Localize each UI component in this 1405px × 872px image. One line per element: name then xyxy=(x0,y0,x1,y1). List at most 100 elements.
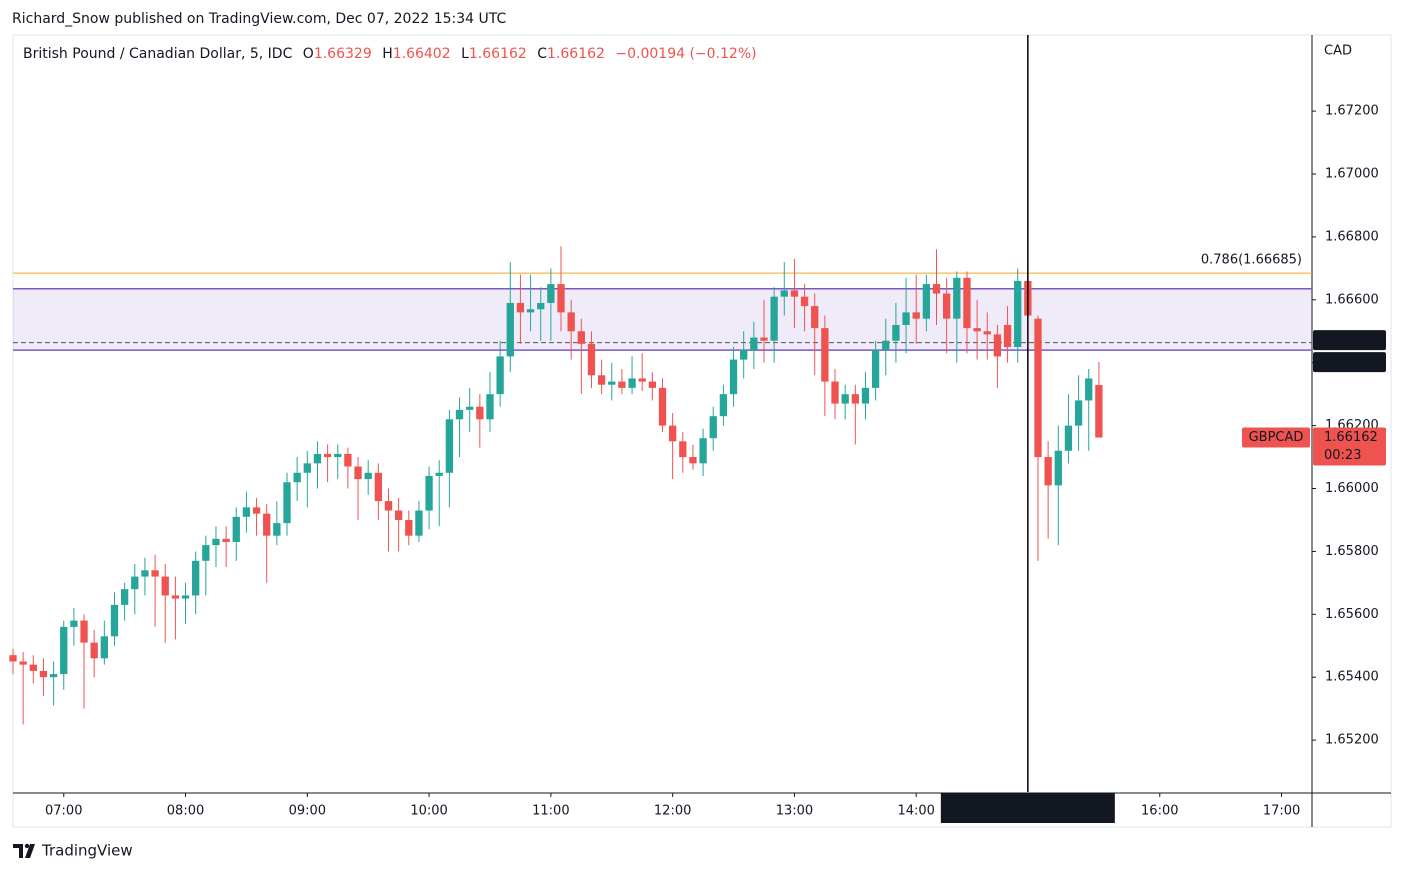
x-tick-label: 17:00 xyxy=(1263,804,1300,819)
candle-body xyxy=(29,664,37,671)
candle-body xyxy=(1074,400,1083,426)
candle-body xyxy=(902,312,910,325)
candle-body xyxy=(638,378,646,382)
candle-body xyxy=(374,472,382,502)
candle-body xyxy=(943,293,951,319)
candle-body xyxy=(811,306,819,329)
candle-body xyxy=(364,472,372,480)
candle-body xyxy=(963,277,971,329)
candle-body xyxy=(526,309,535,313)
candle-body xyxy=(405,519,413,536)
candle-body xyxy=(486,394,494,420)
frame xyxy=(12,34,1392,828)
candle-body xyxy=(141,570,149,577)
currency: CAD xyxy=(1324,44,1352,59)
candle-body xyxy=(800,296,809,307)
candle-body xyxy=(668,425,677,442)
candle-body xyxy=(729,359,738,395)
symbol: British Pound / Canadian Dollar, 5, IDC xyxy=(23,46,293,62)
candle-body xyxy=(1014,280,1022,347)
candle-body xyxy=(516,302,525,313)
candle-body xyxy=(455,409,464,420)
ohlc-value: 1.66162 xyxy=(469,46,527,62)
candle-body xyxy=(871,350,880,388)
logo-icon xyxy=(13,844,35,858)
price-badge-label: 1.66410 xyxy=(1324,355,1383,370)
candle-body xyxy=(770,296,778,341)
crosshair-date: Wed 07 Dec '22 xyxy=(953,804,1056,819)
candle-body xyxy=(973,328,981,332)
candle-body xyxy=(1003,324,1012,347)
candle-body xyxy=(202,545,210,561)
candle-body xyxy=(151,570,159,577)
change: −0.00194 (−0.12%) xyxy=(615,46,756,62)
footer-brand: TradingView xyxy=(41,842,133,860)
candle-body xyxy=(222,538,230,542)
candle-body xyxy=(496,356,504,395)
ohlc-value: 1.66162 xyxy=(547,46,605,62)
candle-body xyxy=(415,510,423,536)
x-tick-label: 14:00 xyxy=(897,804,934,819)
candle-body xyxy=(181,595,190,599)
price-badge-label: 1.66464 xyxy=(1324,333,1383,348)
y-tick-label: 1.65400 xyxy=(1325,670,1379,685)
candle-body xyxy=(1064,425,1073,451)
candle-body xyxy=(557,284,565,313)
candle-body xyxy=(334,453,342,458)
candle-body xyxy=(648,381,657,388)
fib-label: 0.786(1.66685) xyxy=(1201,253,1302,268)
y-tick-label: 1.66600 xyxy=(1325,292,1379,307)
candle-body xyxy=(49,674,58,678)
candle-body xyxy=(80,620,88,643)
y-tick-label: 1.65800 xyxy=(1325,544,1379,559)
x-tick-label: 12:00 xyxy=(654,804,691,819)
candles xyxy=(9,246,1103,725)
candle-body xyxy=(719,394,728,417)
candle-body xyxy=(953,277,961,319)
candle-body xyxy=(273,523,281,536)
candle-body xyxy=(1054,450,1062,486)
candle-body xyxy=(658,387,667,426)
candle-body xyxy=(750,337,758,351)
candle-body xyxy=(618,381,626,388)
candle-body xyxy=(161,576,169,596)
crosshair-time: 14:55 xyxy=(1066,804,1103,819)
candle-body xyxy=(932,284,941,294)
candle-body xyxy=(628,378,636,388)
x-tick-label: 08:00 xyxy=(167,804,204,819)
ohlc-key: O xyxy=(303,46,314,62)
candle-body xyxy=(384,501,393,511)
price-badge xyxy=(1313,330,1386,351)
candle-body xyxy=(303,463,311,473)
candle-body xyxy=(983,331,991,335)
ohlc-value: 1.66402 xyxy=(393,46,451,62)
y-tick-label: 1.67000 xyxy=(1325,167,1379,182)
candle-body xyxy=(232,516,240,542)
candle-body xyxy=(922,284,931,319)
zone-fill xyxy=(13,288,1312,351)
candle-body xyxy=(689,457,697,464)
candle-body xyxy=(313,453,322,464)
last-price-badge xyxy=(1313,427,1386,466)
candle-body xyxy=(445,419,454,473)
logo xyxy=(13,843,35,858)
candle-body xyxy=(60,626,68,675)
candle-body xyxy=(608,381,616,385)
candle-body xyxy=(506,302,514,357)
y-tick-label: 1.67200 xyxy=(1325,104,1379,119)
x-tick-label: 10:00 xyxy=(410,804,447,819)
candle-body xyxy=(476,406,484,420)
candle-body xyxy=(709,416,717,439)
candle-body xyxy=(100,636,108,659)
candle-body xyxy=(435,472,443,476)
candle-body xyxy=(699,438,707,464)
candle-body xyxy=(547,284,555,303)
candle-body xyxy=(39,670,48,678)
candle-body xyxy=(394,510,403,520)
candle-body xyxy=(790,290,799,297)
candle-body xyxy=(1095,385,1103,438)
ohlc-key: L xyxy=(461,46,469,62)
crosshair-box xyxy=(940,793,1115,823)
